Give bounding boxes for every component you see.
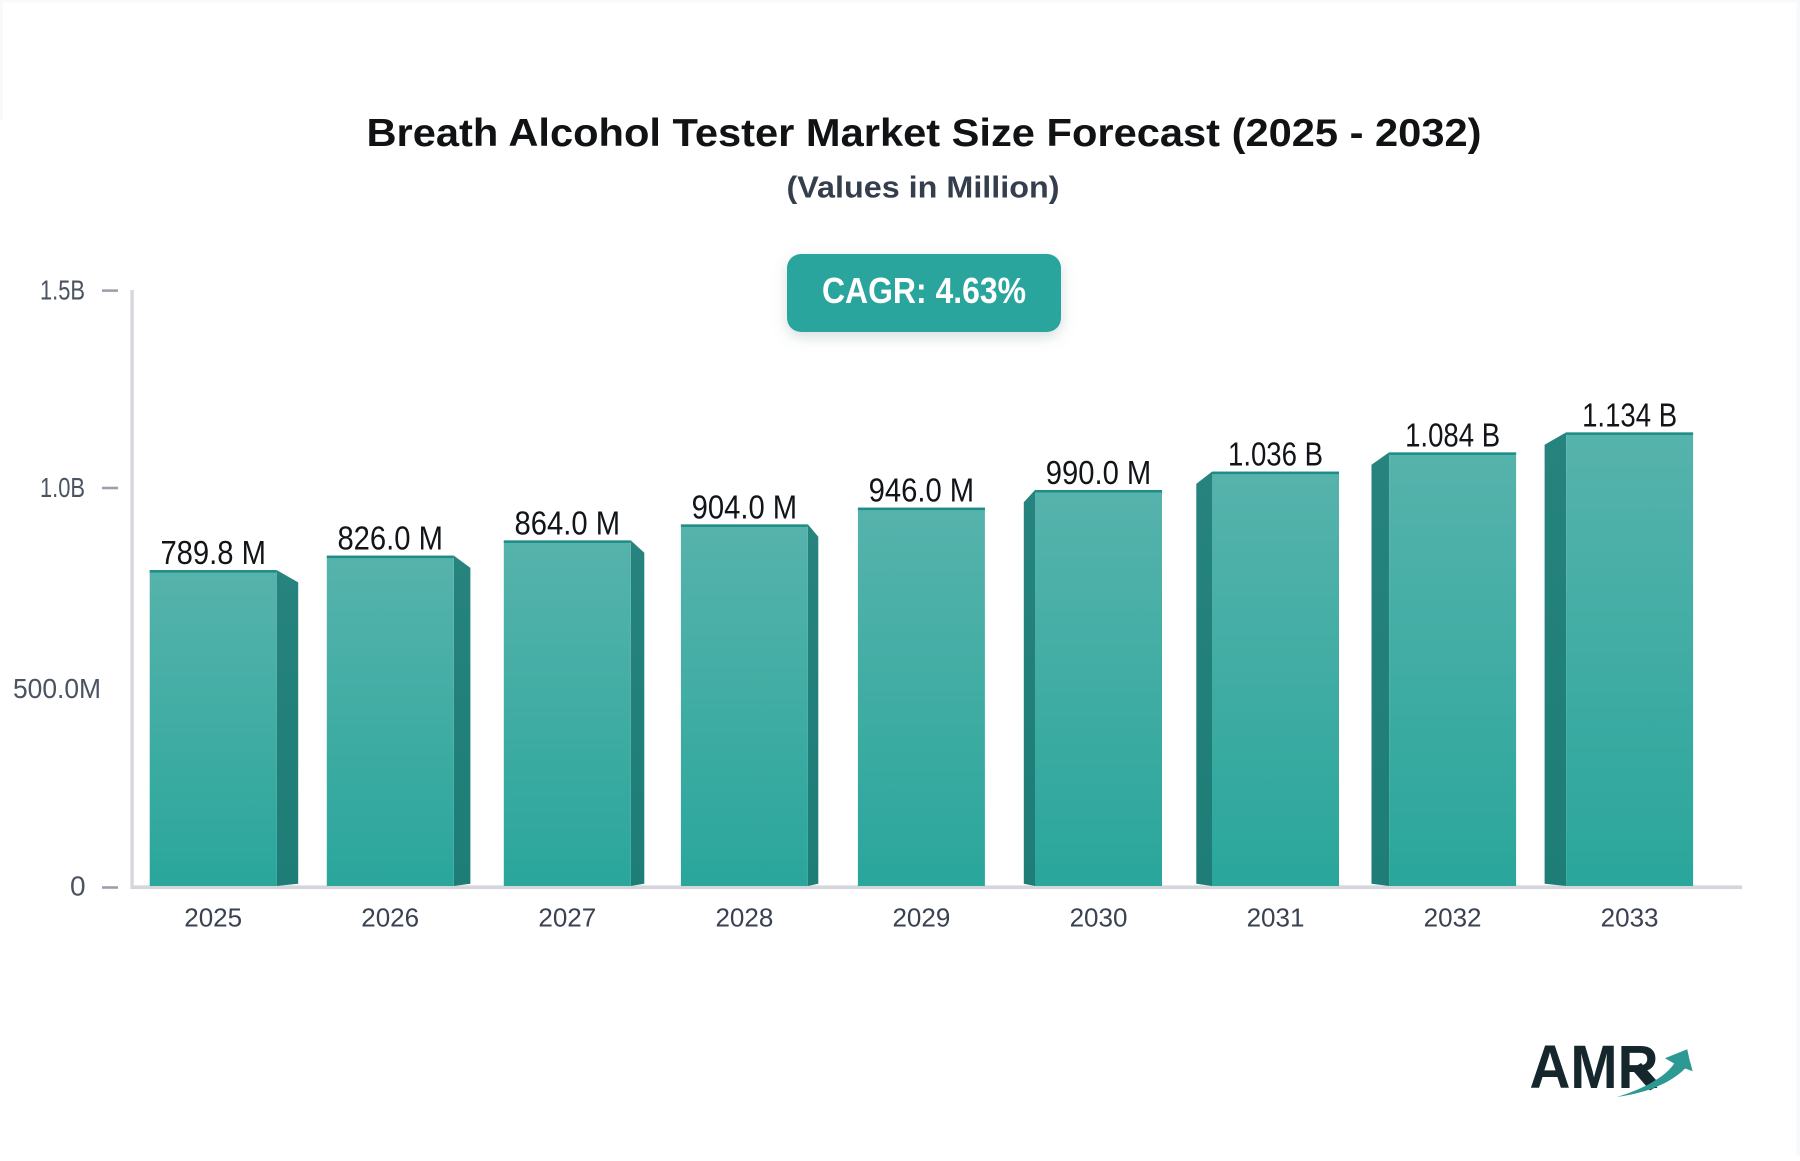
- svg-text:826.0 M: 826.0 M: [337, 520, 443, 557]
- svg-text:789.8 M: 789.8 M: [160, 534, 266, 571]
- svg-text:500.0M: 500.0M: [13, 673, 101, 704]
- svg-text:946.0 M: 946.0 M: [869, 472, 975, 509]
- svg-text:864.0 M: 864.0 M: [515, 504, 621, 541]
- svg-text:1.134 B: 1.134 B: [1582, 396, 1677, 433]
- svg-text:2029: 2029: [892, 903, 950, 933]
- svg-text:2025: 2025: [184, 903, 242, 933]
- svg-text:0: 0: [70, 870, 86, 901]
- svg-text:1.5B: 1.5B: [40, 275, 85, 306]
- svg-text:990.0 M: 990.0 M: [1046, 454, 1152, 491]
- svg-text:2026: 2026: [361, 903, 419, 933]
- svg-text:Breath Alcohol Tester Market S: Breath Alcohol Tester Market Size Foreca…: [367, 112, 1482, 155]
- svg-text:2032: 2032: [1424, 903, 1482, 933]
- svg-text:2030: 2030: [1070, 903, 1128, 933]
- svg-text:2031: 2031: [1247, 903, 1305, 933]
- svg-text:2028: 2028: [715, 903, 773, 933]
- svg-text:1.0B: 1.0B: [40, 472, 85, 503]
- svg-text:904.0 M: 904.0 M: [692, 488, 798, 525]
- svg-text:1.084 B: 1.084 B: [1405, 416, 1500, 453]
- svg-text:1.036 B: 1.036 B: [1228, 436, 1323, 473]
- svg-text:2027: 2027: [538, 903, 596, 933]
- svg-text:(Values in Million): (Values in Million): [787, 170, 1060, 205]
- svg-text:2033: 2033: [1601, 903, 1659, 933]
- svg-text:CAGR: 4.63%: CAGR: 4.63%: [822, 270, 1026, 311]
